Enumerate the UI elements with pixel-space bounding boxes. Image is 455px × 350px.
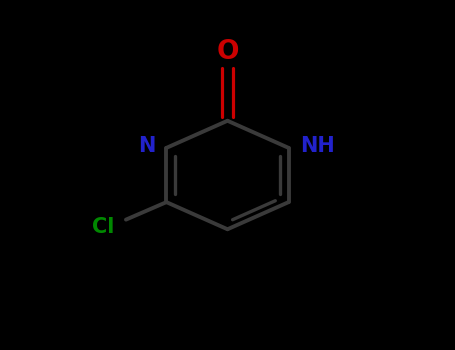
- Text: NH: NH: [300, 136, 335, 156]
- Text: N: N: [138, 136, 155, 156]
- Text: O: O: [216, 40, 239, 65]
- Text: Cl: Cl: [92, 217, 115, 237]
